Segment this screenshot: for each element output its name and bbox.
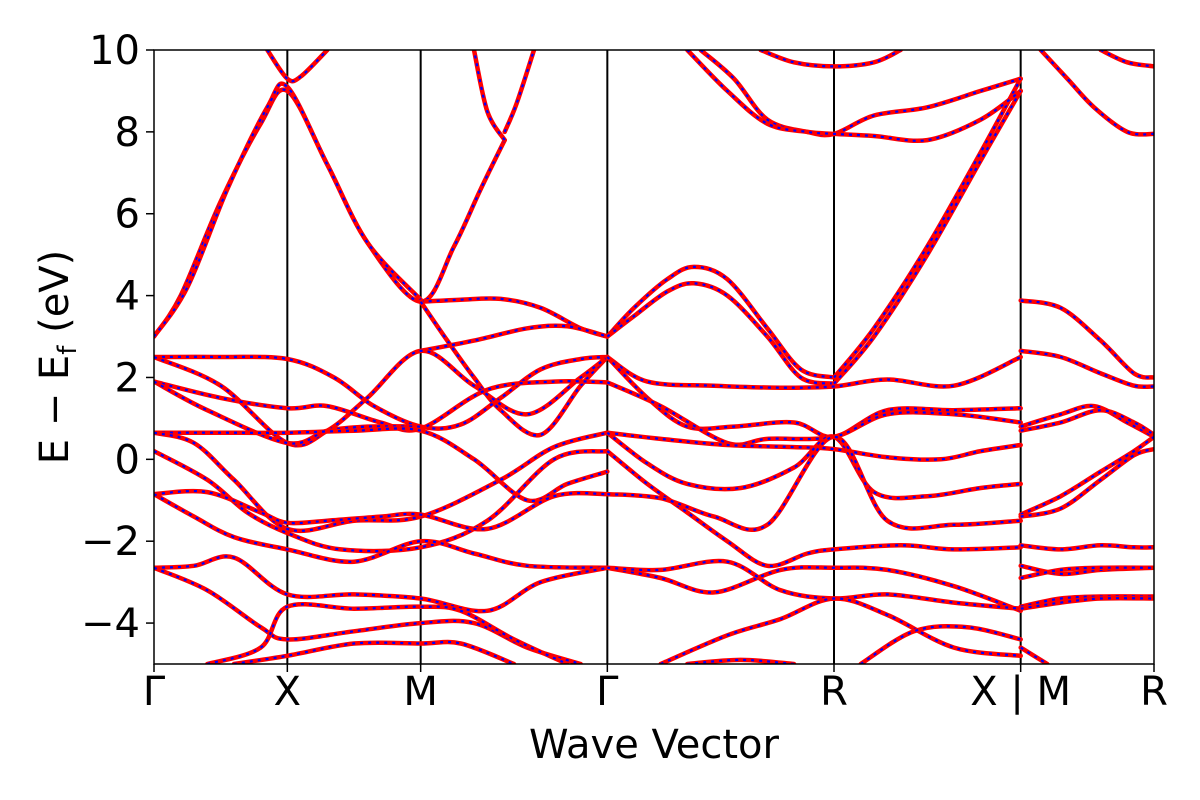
x-axis-ticks: Γ X M Γ R X | M R xyxy=(143,664,1168,715)
band-line-dft xyxy=(660,597,1021,664)
band-line-fit xyxy=(154,565,583,664)
band-line-dft xyxy=(1020,564,1154,576)
band-line-dft xyxy=(1100,50,1154,68)
band-line-dft xyxy=(607,431,1021,461)
band-line-dft xyxy=(860,625,1021,664)
band-line-fit xyxy=(1018,595,1154,611)
band-line-dft xyxy=(154,349,608,447)
y-tick-label: 10 xyxy=(89,28,140,74)
band-line-dft xyxy=(1020,448,1154,518)
band-line-dft xyxy=(607,435,1021,531)
band-line-fit xyxy=(418,299,610,438)
band-line-dft xyxy=(154,355,608,430)
y-axis-ticks: −4 −2 0 2 4 6 8 10 xyxy=(81,28,154,647)
band-line-dft xyxy=(154,380,421,445)
plot-frame xyxy=(153,49,1155,665)
x-tick-label: Γ xyxy=(143,669,166,715)
band-line-dft xyxy=(503,50,536,133)
band-line-dft xyxy=(699,50,1022,137)
band-line-dft xyxy=(833,90,1022,385)
band-line-fit xyxy=(231,639,517,664)
band-line-dft xyxy=(606,265,835,379)
band-line-fit xyxy=(605,264,837,380)
band-line-dft xyxy=(1020,435,1154,516)
band-line-fit xyxy=(154,488,610,532)
band-line-dft xyxy=(1020,595,1154,608)
band-line-fit xyxy=(605,280,837,386)
band-line-dft xyxy=(206,603,568,664)
band-line-dft xyxy=(420,324,608,352)
band-lines xyxy=(154,50,1154,664)
band-line-dft xyxy=(1020,646,1048,664)
band-line-fit xyxy=(471,50,507,143)
band-line-fit xyxy=(1018,348,1154,390)
y-tick-label: 0 xyxy=(115,437,140,483)
band-line-dft xyxy=(606,450,1021,568)
band-line-dft xyxy=(1020,409,1154,436)
band-line-dft xyxy=(607,566,1022,612)
y-axis-label-tail: (eV) xyxy=(32,250,78,346)
band-line-fit xyxy=(605,434,1023,532)
band-line-fit xyxy=(1098,50,1154,69)
band-line-fit xyxy=(605,448,1023,569)
x-tick-label: Γ xyxy=(596,669,619,715)
band-line-fit xyxy=(1018,434,1154,517)
band-line-fit xyxy=(605,558,1023,611)
y-tick-label: 6 xyxy=(115,192,140,238)
y-axis-label-sub: f xyxy=(53,345,83,355)
y-tick-label: 2 xyxy=(115,355,140,401)
y-tick-label: −2 xyxy=(81,519,140,565)
band-line-fit xyxy=(605,354,1023,440)
band-line-fit xyxy=(154,491,610,571)
band-line-dft xyxy=(1020,544,1154,551)
band-line-fit xyxy=(831,76,1023,380)
band-line-dft xyxy=(419,301,609,437)
band-line-dft xyxy=(154,380,608,432)
y-tick-label: −4 xyxy=(81,601,140,647)
band-line-dft xyxy=(266,50,329,83)
band-line-dft xyxy=(154,566,582,664)
x-tick-label: X xyxy=(274,669,301,715)
x-tick-label: R xyxy=(820,669,848,715)
band-line-fit xyxy=(605,430,1023,501)
band-line-dft xyxy=(154,450,608,553)
band-line-fit xyxy=(205,602,570,664)
band-line-fit xyxy=(605,380,1023,448)
band-line-dft xyxy=(833,78,1022,379)
band-line-fit xyxy=(658,596,1023,664)
band-line-dft xyxy=(154,555,608,613)
band-line-fit xyxy=(154,81,423,339)
band-line-dft xyxy=(1039,50,1154,136)
y-axis-label: E − Ef (eV) xyxy=(32,250,83,465)
y-tick-label: 4 xyxy=(115,274,140,320)
y-tick-label: 8 xyxy=(115,110,140,156)
band-line-fit xyxy=(1018,298,1154,380)
x-tick-label: M xyxy=(403,669,438,715)
band-line-fit xyxy=(685,657,797,664)
band-line-dft xyxy=(154,427,608,503)
x-axis-label: Wave Vector xyxy=(529,722,780,768)
band-line-dft xyxy=(1020,566,1154,580)
band-line-dft xyxy=(606,355,1022,389)
band-line-fit xyxy=(758,50,903,69)
x-tick-label: X | M xyxy=(970,669,1071,715)
band-line-dft xyxy=(1020,597,1154,610)
band-line-dft xyxy=(472,50,506,141)
y-axis-label-base: E − E xyxy=(32,355,78,465)
x-tick-label: R xyxy=(1140,669,1168,715)
band-line-fit xyxy=(1018,403,1154,440)
band-line-dft xyxy=(233,640,515,664)
band-line-dft xyxy=(606,431,1021,500)
band-line-dft xyxy=(686,50,1022,142)
band-line-dft xyxy=(606,356,1021,438)
